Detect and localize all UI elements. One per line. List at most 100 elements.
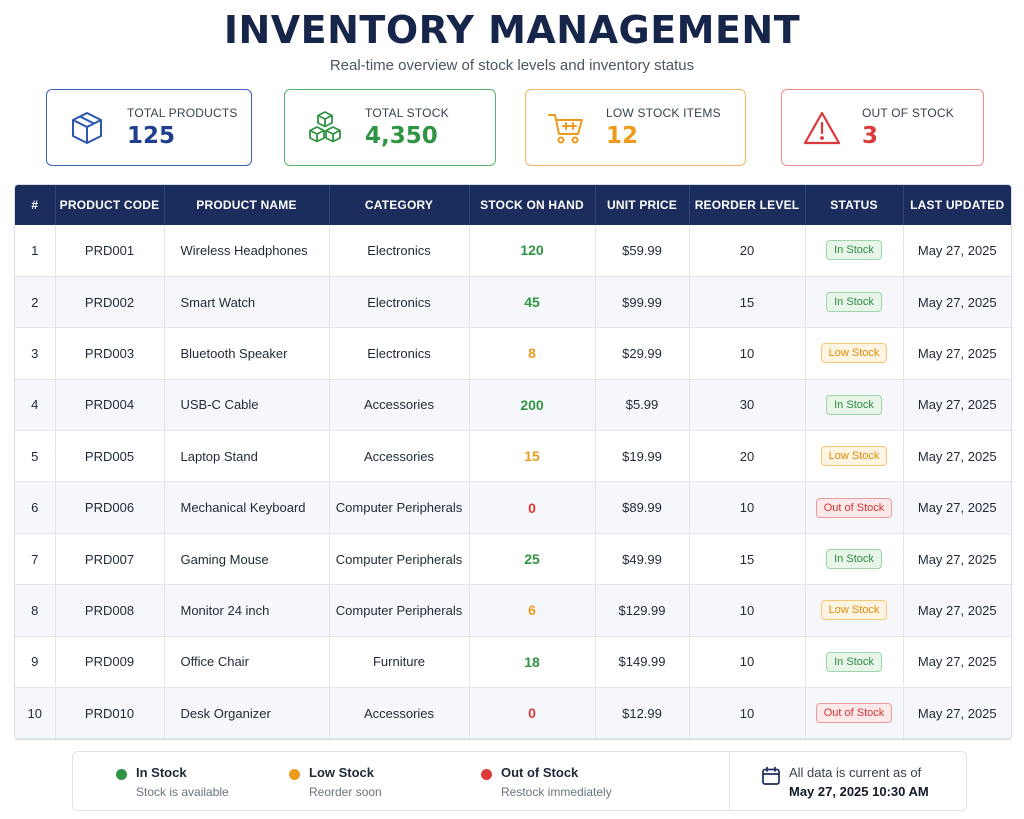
table-row[interactable]: 4 PRD004 USB-C Cable Accessories 200 $5.99 30 I… — [15, 379, 1011, 432]
last-updated-label: All data is current as of — [789, 765, 922, 780]
out-of-stock-value: 3 — [862, 123, 879, 149]
cell-last-updated: May 27, 2025 — [903, 379, 1011, 432]
column-header-product-code[interactable]: PRODUCT CODE — [55, 185, 165, 225]
cell-product-code: PRD004 — [55, 379, 165, 432]
total-stock-label: TOTAL STOCK — [365, 106, 449, 120]
cell-number: 10 — [15, 687, 56, 739]
table-row[interactable]: 1 PRD001 Wireless Headphones Electronics 120… — [15, 225, 1011, 277]
cell-last-updated: May 27, 2025 — [903, 276, 1011, 329]
low-stock-card: LOW STOCK ITEMS 12 — [525, 89, 746, 166]
cell-number: 2 — [15, 276, 56, 329]
table-row[interactable]: 10 PRD010 Desk Organizer Accessories 0 $12.99… — [15, 687, 1011, 739]
legend-dot-out-of-stock — [481, 769, 492, 780]
inventory-table: # PRODUCT CODE PRODUCT NAME CATEGORY STO… — [14, 184, 1012, 740]
cell-unit-price: $99.99 — [595, 276, 690, 329]
cell-reorder-level: 10 — [689, 327, 806, 380]
cell-stock-on-hand: 15 — [469, 430, 596, 483]
cell-category: Accessories — [329, 379, 470, 432]
total-products-label: TOTAL PRODUCTS — [127, 106, 238, 120]
cell-category: Computer Peripherals — [329, 584, 470, 637]
status-badge: Low Stock — [820, 343, 888, 364]
cell-product-name: Gaming Mouse — [164, 533, 330, 586]
legend-title: In Stock — [136, 765, 187, 780]
status-badge: In Stock — [826, 549, 882, 570]
legend-title: Low Stock — [309, 765, 375, 780]
column-header-number[interactable]: # — [15, 185, 56, 225]
cell-reorder-level: 30 — [689, 379, 806, 432]
legend-desc: Restock immediately — [501, 785, 612, 799]
cell-product-code: PRD003 — [55, 327, 165, 380]
low-stock-value: 12 — [606, 123, 639, 149]
column-header-status[interactable]: STATUS — [805, 185, 904, 225]
stacked-cubes-icon — [285, 109, 365, 147]
cell-unit-price: $12.99 — [595, 687, 690, 739]
table-row[interactable]: 8 PRD008 Monitor 24 inch Computer Periphera… — [15, 584, 1011, 637]
total-products-value: 125 — [127, 123, 176, 149]
cell-number: 5 — [15, 430, 56, 483]
status-badge: Out of Stock — [815, 703, 893, 724]
total-stock-card: TOTAL STOCK 4,350 — [284, 89, 496, 166]
status-badge: In Stock — [826, 240, 882, 261]
legend-dot-in-stock — [116, 769, 127, 780]
cell-product-code: PRD009 — [55, 636, 165, 689]
cell-last-updated: May 27, 2025 — [903, 584, 1011, 637]
cell-unit-price: $129.99 — [595, 584, 690, 637]
column-header-unit-price[interactable]: UNIT PRICE — [595, 185, 690, 225]
cell-product-name: Mechanical Keyboard — [164, 481, 330, 534]
legend-title: Out of Stock — [501, 765, 579, 780]
cell-product-code: PRD001 — [55, 225, 165, 277]
cell-product-name: Laptop Stand — [164, 430, 330, 483]
cell-status: Out of Stock — [805, 481, 904, 534]
cell-status: Low Stock — [805, 430, 904, 483]
table-row[interactable]: 2 PRD002 Smart Watch Electronics 45 $99.99 15 I… — [15, 276, 1011, 329]
cell-reorder-level: 15 — [689, 276, 806, 329]
cell-product-code: PRD006 — [55, 481, 165, 534]
table-row[interactable]: 6 PRD006 Mechanical Keyboard Computer Perip… — [15, 481, 1011, 534]
cell-product-code: PRD005 — [55, 430, 165, 483]
last-updated-value: May 27, 2025 10:30 AM — [789, 784, 929, 799]
cell-number: 1 — [15, 225, 56, 277]
column-header-product-name[interactable]: PRODUCT NAME — [164, 185, 330, 225]
cell-last-updated: May 27, 2025 — [903, 481, 1011, 534]
status-badge: Low Stock — [820, 446, 888, 467]
cell-last-updated: May 27, 2025 — [903, 327, 1011, 380]
table-row[interactable]: 7 PRD007 Gaming Mouse Computer Peripherals 2… — [15, 533, 1011, 586]
cell-last-updated: May 27, 2025 — [903, 430, 1011, 483]
cell-last-updated: May 27, 2025 — [903, 533, 1011, 586]
cell-reorder-level: 15 — [689, 533, 806, 586]
cell-category: Electronics — [329, 225, 470, 277]
cell-number: 6 — [15, 481, 56, 534]
status-badge: In Stock — [826, 651, 882, 672]
cell-category: Computer Peripherals — [329, 533, 470, 586]
cell-status: In Stock — [805, 276, 904, 329]
status-badge: In Stock — [826, 292, 882, 313]
out-of-stock-card: OUT OF STOCK 3 — [781, 89, 984, 166]
column-header-last-updated[interactable]: LAST UPDATED — [910, 198, 1005, 212]
column-header-category[interactable]: CATEGORY — [329, 185, 470, 225]
status-badge: Out of Stock — [815, 497, 893, 518]
cell-product-name: Bluetooth Speaker — [164, 327, 330, 380]
table-row[interactable]: 5 PRD005 Laptop Stand Accessories 15 $19.99 20… — [15, 430, 1011, 483]
cell-number: 9 — [15, 636, 56, 689]
cell-status: Low Stock — [805, 584, 904, 637]
cell-stock-on-hand: 0 — [469, 687, 596, 739]
total-products-card: TOTAL PRODUCTS 125 — [46, 89, 252, 166]
cell-product-name: Smart Watch — [164, 276, 330, 329]
status-badge: In Stock — [826, 394, 882, 415]
legend-desc: Reorder soon — [309, 785, 382, 799]
status-badge: Low Stock — [820, 600, 888, 621]
table-row[interactable]: 9 PRD009 Office Chair Furniture 18 $149.99 10 I… — [15, 636, 1011, 689]
low-stock-label: LOW STOCK ITEMS — [606, 106, 721, 120]
cell-stock-on-hand: 18 — [469, 636, 596, 689]
cell-unit-price: $89.99 — [595, 481, 690, 534]
cell-product-name: USB-C Cable — [164, 379, 330, 432]
table-row[interactable]: 3 PRD003 Bluetooth Speaker Electronics 8 $29.… — [15, 327, 1011, 380]
status-legend: In Stock Stock is available Low Stock Re… — [72, 751, 967, 811]
column-header-stock-on-hand[interactable]: STOCK ON HAND — [469, 185, 596, 225]
cell-last-updated: May 27, 2025 — [903, 636, 1011, 689]
cell-product-name: Monitor 24 inch — [164, 584, 330, 637]
shopping-cart-icon — [526, 109, 606, 147]
cell-product-code: PRD002 — [55, 276, 165, 329]
column-header-reorder-level[interactable]: REORDER LEVEL — [689, 185, 806, 225]
legend-desc: Stock is available — [136, 785, 229, 799]
